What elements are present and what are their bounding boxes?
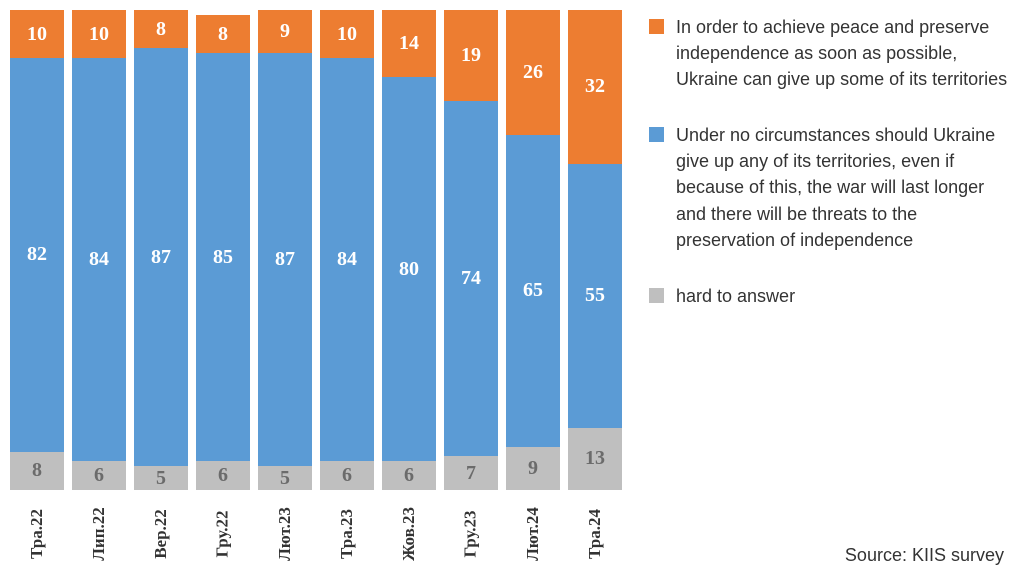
bar-segment-hard: 6: [72, 461, 126, 490]
bar-segment-no_give_up: 84: [72, 58, 126, 461]
bar-segment-no_give_up: 80: [382, 77, 436, 461]
bar-segment-give_up: 10: [72, 10, 126, 58]
bar-segment-hard: 6: [196, 461, 250, 490]
bar-segment-give_up: 32: [568, 10, 622, 164]
axis-label: Вер.22: [134, 496, 188, 566]
axis-label: Тра.24: [568, 496, 622, 566]
bar-segment-no_give_up: 55: [568, 164, 622, 428]
bar-column: 325513: [568, 10, 622, 490]
bar-segment-give_up: 10: [320, 10, 374, 58]
bar-column: 19747: [444, 10, 498, 490]
bar-segment-give_up: 10: [10, 10, 64, 58]
legend-swatch: [649, 19, 664, 34]
bar-segment-hard: 6: [382, 461, 436, 490]
bar-segment-hard: 6: [320, 461, 374, 490]
bar-segment-no_give_up: 82: [10, 58, 64, 452]
bar-column: 10828: [10, 10, 64, 490]
bar-column: 10846: [320, 10, 374, 490]
bar-column: 26659: [506, 10, 560, 490]
bar-segment-hard: 9: [506, 447, 560, 490]
legend-text: In order to achieve peace and preserve i…: [676, 14, 1010, 92]
axis-label: Лип.22: [72, 496, 126, 566]
bar-segment-hard: 5: [258, 466, 312, 490]
source-attribution: Source: KIIS survey: [845, 545, 1004, 566]
axis-label: Тра.22: [10, 496, 64, 566]
bar-column: 8875: [134, 10, 188, 490]
bar-segment-no_give_up: 87: [134, 48, 188, 466]
legend-item-hard: hard to answer: [649, 283, 1010, 309]
bar-segment-give_up: 9: [258, 10, 312, 53]
axis-label: Лют.23: [258, 496, 312, 566]
bar-segment-no_give_up: 74: [444, 101, 498, 456]
bars-region: 1082810846887588569875108461480619747266…: [10, 10, 635, 490]
axis-label: Гру.22: [196, 496, 250, 566]
legend-swatch: [649, 288, 664, 303]
bar-segment-give_up: 8: [134, 10, 188, 48]
bar-segment-no_give_up: 84: [320, 58, 374, 461]
bar-column: 14806: [382, 10, 436, 490]
axis-label: Гру.23: [444, 496, 498, 566]
legend-item-no-give-up: Under no circumstances should Ukraine gi…: [649, 122, 1010, 252]
legend-text: hard to answer: [676, 283, 795, 309]
bar-segment-hard: 8: [10, 452, 64, 490]
bar-segment-no_give_up: 87: [258, 53, 312, 466]
bar-segment-give_up: 26: [506, 10, 560, 135]
axis-labels-region: Тра.22Лип.22Вер.22Гру.22Лют.23Тра.23Жов.…: [10, 496, 635, 566]
bar-segment-give_up: 19: [444, 10, 498, 101]
bar-column: 8856: [196, 10, 250, 490]
bar-segment-no_give_up: 85: [196, 53, 250, 461]
legend-area: In order to achieve peace and preserve i…: [635, 0, 1024, 576]
bar-segment-hard: 7: [444, 456, 498, 490]
bar-segment-hard: 13: [568, 428, 622, 490]
bar-segment-give_up: 14: [382, 10, 436, 77]
bar-segment-hard: 5: [134, 466, 188, 490]
bar-column: 9875: [258, 10, 312, 490]
bar-segment-no_give_up: 65: [506, 135, 560, 447]
axis-label: Тра.23: [320, 496, 374, 566]
chart-area: 1082810846887588569875108461480619747266…: [0, 0, 635, 576]
legend-text: Under no circumstances should Ukraine gi…: [676, 122, 1010, 252]
legend-item-give-up: In order to achieve peace and preserve i…: [649, 14, 1010, 92]
axis-label: Жов.23: [382, 496, 436, 566]
legend-swatch: [649, 127, 664, 142]
bar-column: 10846: [72, 10, 126, 490]
axis-label: Лют.24: [506, 496, 560, 566]
bar-segment-give_up: 8: [196, 15, 250, 53]
